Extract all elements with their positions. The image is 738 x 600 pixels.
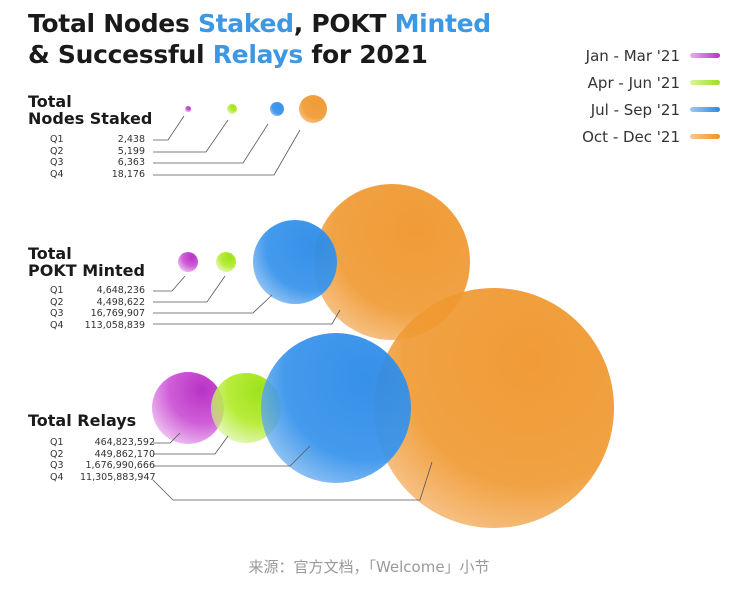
bubble-pokt-q3	[253, 220, 337, 304]
value-row: Q1 2,438	[50, 134, 145, 146]
value-label: 449,862,170	[94, 448, 155, 460]
legend-item: Jan - Mar '21	[560, 42, 730, 69]
value-label: 5,199	[117, 145, 145, 157]
title-highlight: Relays	[212, 40, 304, 69]
quarter-label: Q1	[50, 285, 64, 296]
legend-label: Apr - Jun '21	[587, 73, 680, 92]
relays-values: Q1 464,823,592 Q2 449,862,170 Q3 1,676,990,…	[50, 437, 156, 484]
quarter-label: Q4	[50, 168, 64, 180]
group-title-pokt: Total POKT Minted	[28, 245, 145, 279]
bubble-relays-q3	[261, 333, 411, 483]
quarter-label: Q3	[50, 308, 64, 319]
title-text: & Successful	[28, 40, 213, 69]
title-text: , POKT	[293, 9, 395, 38]
legend-label: Jan - Mar '21	[585, 46, 680, 65]
nodes-values: Q1 2,438 Q2 5,199 Q3 6,363 Q4 18,176	[50, 134, 145, 180]
group-title-nodes: Total Nodes Staked	[28, 93, 152, 127]
quarter-label: Q1	[50, 134, 64, 145]
value-label: 16,769,907	[90, 308, 145, 319]
pokt-values: Q1 4,648,236 Q2 4,498,622 Q3 16,769,907 Q4 1…	[50, 285, 145, 331]
legend-label: Jul - Sep '21	[590, 100, 680, 119]
quarter-label: Q2	[50, 296, 64, 308]
bubble-nodes-q2	[227, 104, 237, 114]
value-row: Q3 6,363	[50, 157, 145, 169]
value-row: Q4 18,176	[50, 169, 145, 181]
title-text: for 2021	[302, 40, 428, 69]
quarter-label: Q2	[50, 448, 64, 460]
value-label: 18,176	[111, 168, 145, 180]
value-label: 464,823,592	[94, 437, 155, 448]
value-row: Q3 1,676,990,666	[50, 460, 155, 472]
value-row: Q2 5,199	[50, 146, 145, 158]
value-row: Q3 16,769,907	[50, 308, 145, 320]
legend-swatch	[690, 53, 720, 58]
bubble-pokt-q2	[216, 252, 236, 272]
legend-swatch	[690, 134, 720, 139]
bubble-nodes-q4	[299, 95, 327, 123]
value-row: Q4 11,305,883,947	[50, 471, 156, 484]
value-row: Q1 4,648,236	[50, 285, 145, 297]
group-title-relays: Total Relays	[28, 412, 136, 429]
legend-item: Jul - Sep '21	[560, 96, 730, 123]
legend-swatch	[690, 80, 720, 85]
legend-label: Oct - Dec '21	[582, 127, 680, 146]
bubble-nodes-q3	[270, 102, 284, 116]
group-title-line: POKT Minted	[28, 261, 145, 280]
quarter-label: Q4	[50, 319, 64, 331]
value-label: 1,676,990,666	[85, 460, 155, 471]
quarter-label: Q4	[50, 471, 64, 483]
value-row: Q2 4,498,622	[50, 297, 145, 309]
legend-swatch	[690, 107, 720, 112]
value-label: 4,648,236	[96, 285, 145, 296]
chart-title: Total Nodes Staked, POKT Minted & Succes…	[28, 8, 491, 70]
source-caption: 来源：官方文档，「Welcome」小节	[248, 558, 490, 576]
quarter-label: Q3	[50, 460, 64, 471]
bubble-nodes-q1	[185, 106, 191, 112]
title-highlight: Staked	[197, 9, 294, 38]
quarter-label: Q3	[50, 157, 64, 168]
group-title-line: Total Relays	[28, 411, 137, 430]
quarter-label: Q2	[50, 145, 64, 157]
group-title-line: Nodes Staked	[28, 109, 153, 128]
quarter-label: Q1	[50, 437, 64, 448]
value-label: 4,498,622	[96, 296, 145, 308]
title-highlight: Minted	[394, 9, 492, 38]
value-row: Q2 449,862,170	[50, 449, 155, 461]
legend-item: Oct - Dec '21	[560, 123, 730, 150]
value-row: Q1 464,823,592	[50, 437, 155, 449]
bubble-relays-q4	[374, 288, 614, 528]
value-label: 2,438	[117, 134, 145, 145]
value-label: 6,363	[117, 157, 145, 168]
value-row: Q4 113,058,839	[50, 320, 145, 332]
legend-item: Apr - Jun '21	[560, 69, 730, 96]
group-title-line: Total	[28, 244, 72, 263]
group-title-line: Total	[28, 92, 72, 111]
legend: Jan - Mar '21 Apr - Jun '21 Jul - Sep '2…	[560, 42, 730, 150]
value-label: 113,058,839	[84, 319, 145, 331]
bubble-pokt-q1	[178, 252, 198, 272]
value-label: 11,305,883,947	[80, 471, 156, 483]
title-text: Total Nodes	[28, 9, 198, 38]
